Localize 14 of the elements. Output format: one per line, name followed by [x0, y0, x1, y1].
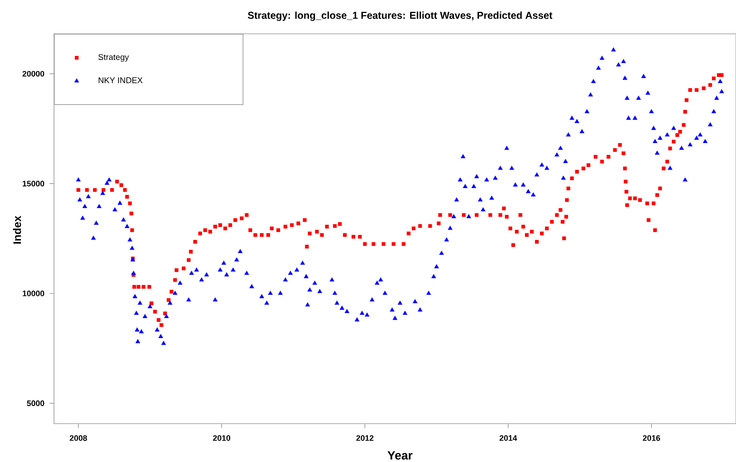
legend-label: Strategy — [98, 54, 129, 62]
y-tick-label: 20000 — [22, 70, 44, 77]
y-axis-title: Index — [12, 216, 22, 244]
x-tick-label: 2014 — [500, 435, 518, 441]
y-tick-label: 15000 — [22, 180, 44, 186]
x-tick-label: 2008 — [70, 435, 88, 441]
y-tick-label: 5000 — [26, 400, 44, 406]
x-tick-label: 2012 — [356, 435, 374, 441]
x-tick-label: 2010 — [213, 435, 230, 441]
y-tick-label: 10000 — [22, 290, 44, 296]
x-axis-title: Year — [388, 451, 412, 460]
chart-title: Strategy: long_close_1 Features: Elliott Waves, Predicted Asset — [248, 12, 552, 21]
legend-label: NKY INDEX — [98, 77, 143, 84]
x-tick-label: 2016 — [642, 435, 660, 441]
